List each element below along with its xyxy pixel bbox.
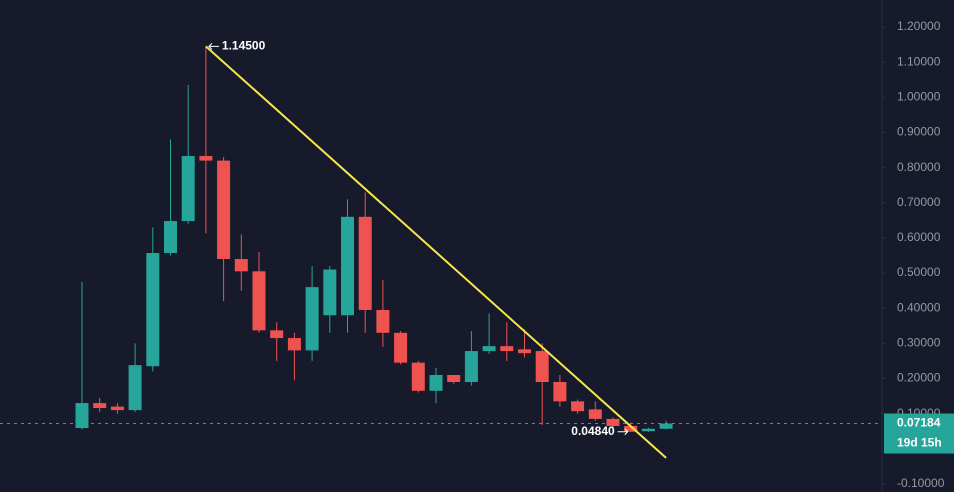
candle-body [482, 346, 496, 352]
candle-body [394, 332, 408, 363]
candle-body [500, 346, 514, 352]
countdown: 19d 15h [897, 436, 942, 450]
last-price-box [884, 413, 954, 434]
y-tick-label: 1.20000 [897, 19, 941, 33]
candle-body [447, 374, 461, 383]
candle-body [411, 362, 425, 391]
candle-body [287, 338, 301, 351]
annotation-arrow [208, 43, 219, 50]
candle-body [75, 403, 89, 429]
candle-body [164, 221, 177, 254]
candle-body [606, 418, 620, 426]
candle-body [217, 160, 231, 260]
annotation-label: 1.14500 [222, 39, 266, 53]
candle-body [571, 401, 585, 412]
candle-body [270, 330, 284, 339]
y-tick-label: 0.20000 [897, 371, 941, 385]
y-tick-label: 1.10000 [897, 54, 941, 68]
annotation-label: 0.04840 [571, 424, 615, 438]
trend-line [205, 45, 667, 459]
candle-body [429, 374, 443, 391]
y-tick-label: 0.80000 [897, 160, 941, 174]
candle-body [146, 253, 160, 367]
candle-body [553, 382, 567, 402]
candle-body [234, 259, 248, 272]
countdown-box [884, 433, 954, 454]
candle-body [341, 216, 354, 316]
candle-body [93, 403, 107, 409]
candle-body [181, 156, 195, 222]
y-tick-label: -0.10000 [897, 476, 945, 490]
annotation-arrow [617, 428, 629, 436]
candle-body [128, 365, 142, 411]
candle-body [588, 409, 602, 419]
candle-body [376, 309, 390, 333]
y-tick-label: 0.40000 [897, 300, 941, 314]
candle-body [659, 423, 673, 429]
y-tick-label: 0.30000 [897, 336, 941, 350]
candle-body [624, 425, 638, 432]
candle-body [252, 271, 266, 331]
candle-body [323, 269, 337, 316]
y-tick-label: 1.00000 [897, 90, 941, 104]
candle-body [358, 216, 372, 310]
last-price-label: 0.07184 [897, 416, 941, 430]
y-tick-label: 0.60000 [897, 230, 941, 244]
candle-body [464, 351, 478, 383]
candle-body [518, 349, 531, 354]
candle-body [641, 428, 655, 432]
candle-body [110, 406, 124, 411]
y-tick-label: 0.90000 [897, 125, 941, 139]
candle-body [305, 287, 319, 351]
y-tick-label: 0.70000 [897, 195, 941, 209]
candle-body [535, 351, 549, 383]
candle-body [199, 156, 213, 161]
y-tick-label: 0.50000 [897, 265, 941, 279]
